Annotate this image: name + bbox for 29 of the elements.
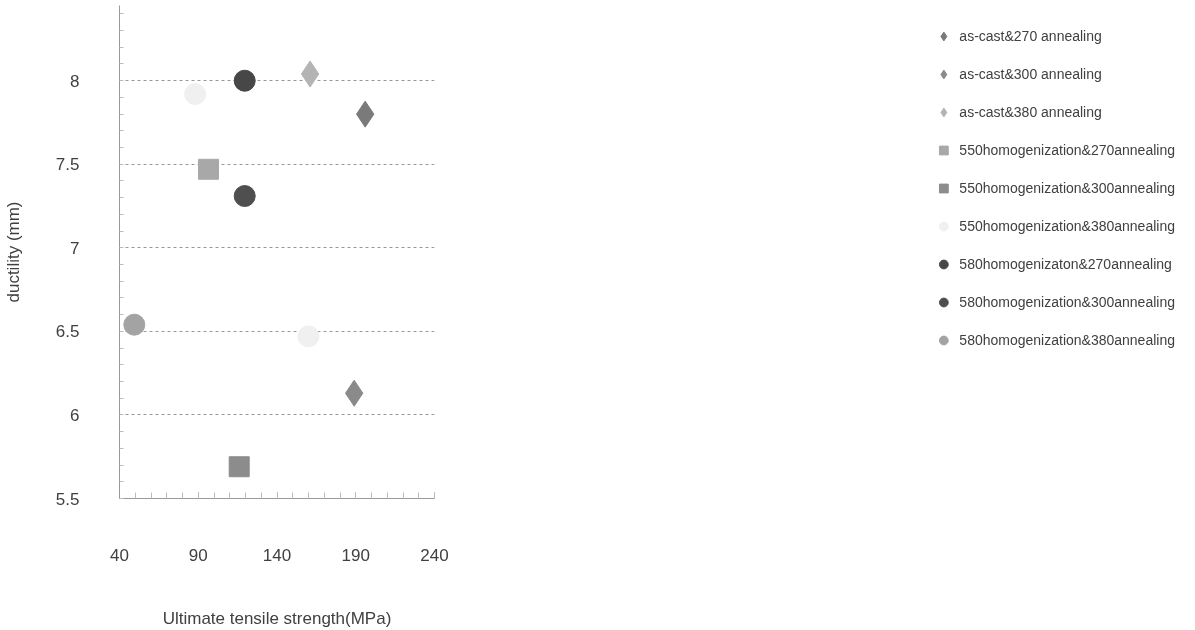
legend-label: 550homogenization&270annealing: [959, 142, 1175, 158]
y-axis-title: ductility (mm): [3, 201, 23, 303]
y-tick-label: 7: [70, 238, 80, 258]
y-tick-label: 6.5: [55, 322, 80, 342]
x-tick-label: 190: [341, 545, 370, 565]
y-tick-label: 6: [70, 405, 80, 425]
legend-label: as-cast&300 annealing: [959, 66, 1102, 82]
legend-label: 580homogenization&380annealing: [959, 332, 1175, 348]
x-tick-label: 90: [188, 545, 208, 565]
point: [297, 325, 320, 348]
point: [233, 185, 256, 207]
x-tick-label: 140: [262, 545, 292, 565]
legend-label: as-cast&270 annealing: [959, 28, 1102, 44]
legend-label: 550homogenization&300annealing: [959, 180, 1175, 196]
point: [228, 456, 250, 478]
legend-label: as-cast&380 annealing: [959, 104, 1102, 120]
point: [197, 158, 219, 180]
legend-label: 580homogenization&300annealing: [959, 294, 1175, 310]
point: [123, 313, 146, 336]
x-tick-label: 240: [420, 545, 449, 565]
legend-label: 550homogenization&380annealing: [959, 218, 1175, 234]
point: [300, 60, 320, 88]
x-axis-title: Ultimate tensile strength(MPa): [162, 608, 392, 628]
x-tick-label: 40: [110, 545, 129, 565]
legend-label: 580homogenizaton&270annealing: [959, 256, 1172, 272]
y-tick-label: 8: [70, 71, 80, 91]
y-tick-label: 7.5: [55, 155, 80, 175]
point: [233, 69, 256, 92]
y-tick-label: 5.5: [55, 489, 80, 509]
